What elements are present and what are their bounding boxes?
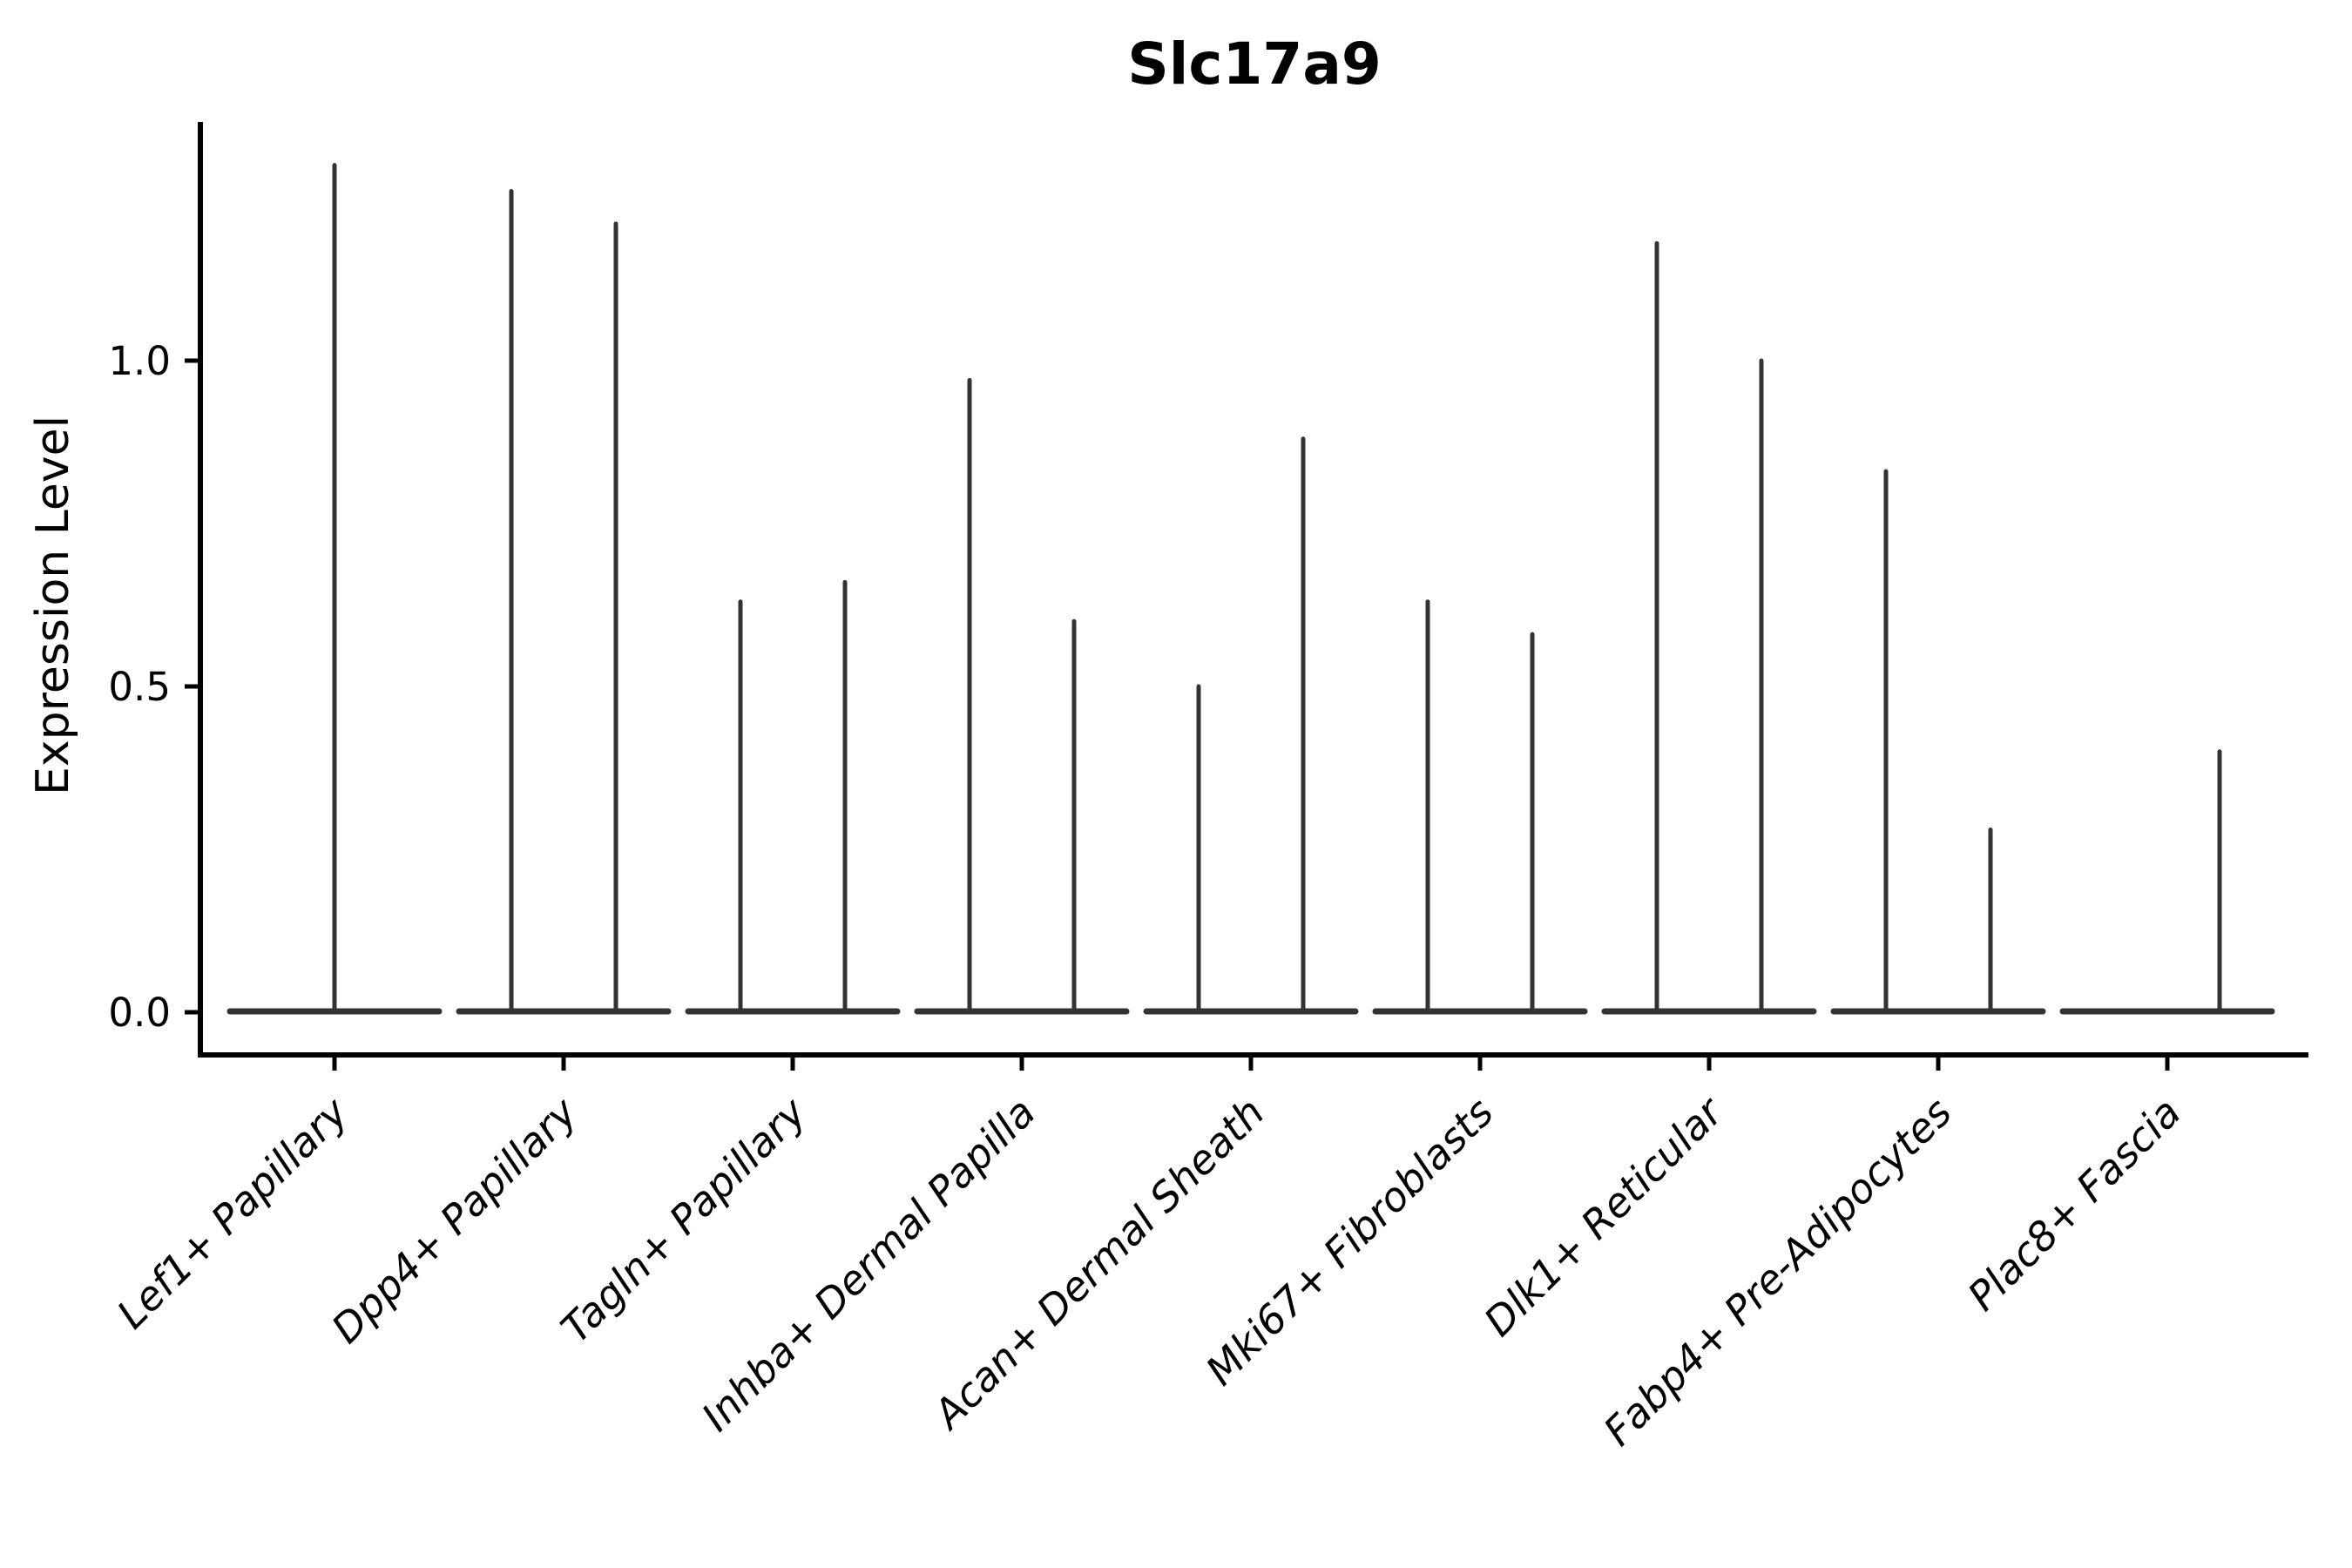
- x-tick-label: Dlk1+ Reticular: [1475, 1086, 1734, 1345]
- y-tick-label: 0.5: [108, 664, 171, 710]
- axes-layer: [185, 122, 2308, 1071]
- x-tick-label: Lef1+ Papillary: [108, 1088, 357, 1337]
- x-tick-label: Tagln+ Papillary: [551, 1088, 815, 1352]
- y-tick-label: 0.0: [108, 990, 171, 1036]
- violins-layer: [226, 163, 2275, 1015]
- x-tick-label: Dpp4+ Papillary: [322, 1088, 586, 1352]
- y-tick-label: 1.0: [108, 338, 171, 384]
- chart-title: Slc17a9: [1127, 30, 1382, 98]
- y-axis-label: Expression Level: [27, 416, 79, 795]
- x-tick-label: Plac8+ Fascia: [1958, 1089, 2189, 1320]
